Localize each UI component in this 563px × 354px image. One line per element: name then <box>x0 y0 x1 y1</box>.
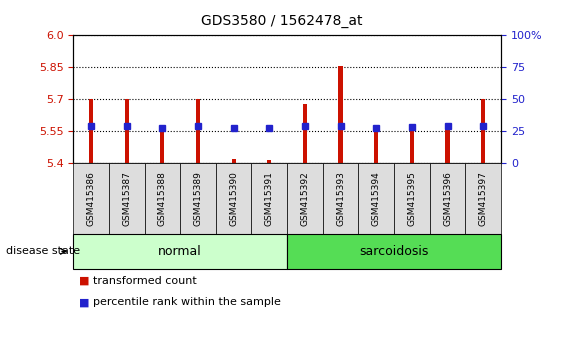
Text: GSM415395: GSM415395 <box>408 171 417 226</box>
Bar <box>89 99 93 163</box>
Bar <box>124 99 129 163</box>
Text: ■: ■ <box>79 297 90 307</box>
Text: percentile rank within the sample: percentile rank within the sample <box>93 297 281 307</box>
Text: GSM415393: GSM415393 <box>336 171 345 226</box>
Bar <box>374 131 378 163</box>
Bar <box>267 160 271 163</box>
Bar <box>410 131 414 163</box>
Bar <box>338 66 343 163</box>
Text: normal: normal <box>158 245 202 258</box>
Text: GSM415396: GSM415396 <box>443 171 452 226</box>
Text: GSM415388: GSM415388 <box>158 171 167 226</box>
Text: disease state: disease state <box>6 246 80 256</box>
Text: GSM415392: GSM415392 <box>301 171 310 225</box>
Bar <box>231 159 236 163</box>
Text: transformed count: transformed count <box>93 276 196 286</box>
Bar <box>160 132 164 163</box>
Text: ■: ■ <box>79 276 90 286</box>
Text: GDS3580 / 1562478_at: GDS3580 / 1562478_at <box>201 14 362 28</box>
Bar <box>196 99 200 163</box>
Text: sarcoidosis: sarcoidosis <box>359 245 429 258</box>
Text: GSM415391: GSM415391 <box>265 171 274 226</box>
Text: GSM415397: GSM415397 <box>479 171 488 226</box>
Bar <box>481 99 485 163</box>
Text: GSM415390: GSM415390 <box>229 171 238 226</box>
Bar <box>445 126 450 163</box>
Text: GSM415386: GSM415386 <box>87 171 96 226</box>
Text: GSM415389: GSM415389 <box>194 171 203 226</box>
Text: GSM415394: GSM415394 <box>372 171 381 225</box>
Text: GSM415387: GSM415387 <box>122 171 131 226</box>
Bar <box>303 104 307 163</box>
